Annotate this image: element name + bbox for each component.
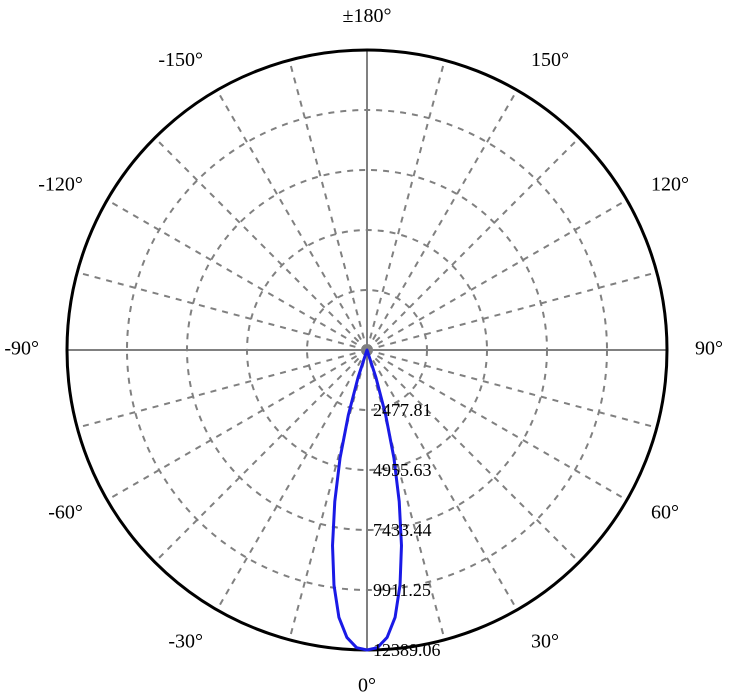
radial-tick-label: 7433.44 [373, 520, 432, 540]
polar-chart: 0° 30° 60° 90° 120° 150° ±180° -150° -120° -90° -6… [0, 0, 734, 699]
polar-chart-container: { "chart": { "type": "polar", "width": 7… [0, 0, 734, 699]
angle-label: 90° [695, 338, 723, 360]
angle-label: 60° [651, 502, 679, 524]
angle-label: 120° [651, 174, 689, 196]
angle-label: 30° [531, 631, 559, 653]
angle-label: 0° [358, 675, 376, 697]
radial-tick-label: 4955.63 [373, 460, 432, 480]
angle-label: -120° [38, 174, 83, 196]
angle-label: ±180° [343, 5, 392, 27]
angle-label: -30° [168, 631, 203, 653]
radial-labels: 2477.81 4955.63 7433.44 9911.25 12389.06 [373, 400, 441, 660]
angle-label: -60° [48, 502, 83, 524]
radial-tick-label: 2477.81 [373, 400, 432, 420]
angle-label: -90° [4, 338, 39, 360]
angle-label: -150° [158, 49, 203, 71]
angle-label: 150° [531, 49, 569, 71]
radial-tick-label: 12389.06 [373, 640, 441, 660]
radial-tick-label: 9911.25 [373, 580, 431, 600]
